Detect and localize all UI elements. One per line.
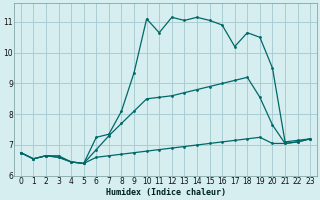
X-axis label: Humidex (Indice chaleur): Humidex (Indice chaleur) <box>106 188 226 197</box>
